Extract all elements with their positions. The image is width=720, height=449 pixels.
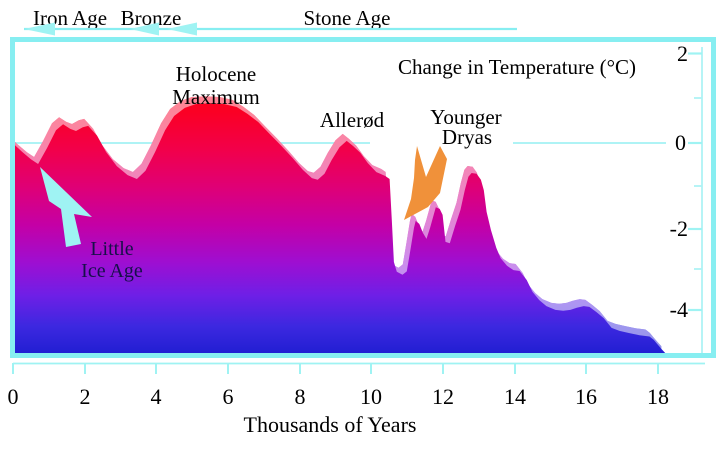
- temperature-curve: [15, 96, 666, 353]
- chart-title: Change in Temperature (°C): [398, 55, 636, 79]
- bronze-arrowhead-icon: [130, 22, 159, 36]
- y-tick-label-neg4: -4: [670, 297, 688, 322]
- holocene-maximum-label-line1: Holocene: [176, 62, 256, 86]
- x-tick-label-2: 2: [80, 384, 91, 409]
- x-tick-label-16: 16: [575, 384, 597, 409]
- x-axis: 0 2 4 6 8 10 12 14 16 18 Thousands of Ye…: [8, 362, 705, 437]
- y-tick-label-neg2: -2: [670, 216, 688, 241]
- younger-dryas-label-line2: Dryas: [442, 125, 492, 149]
- little-ice-age-label-line2: Ice Age: [81, 260, 143, 282]
- stone-age-arrowhead-icon: [167, 22, 197, 36]
- allerod-label: Allerød: [320, 108, 385, 132]
- x-tick-label-14: 14: [504, 384, 526, 409]
- holocene-maximum-label-line2: Maximum: [172, 85, 260, 109]
- x-tick-label-10: 10: [360, 384, 382, 409]
- younger-dryas-label-line1: Younger: [430, 105, 501, 129]
- plot-area: Change in Temperature (°C) Holocene Maxi…: [15, 41, 703, 356]
- y-axis: 2 0 -2 -4: [670, 41, 703, 356]
- x-tick-label-12: 12: [432, 384, 454, 409]
- x-tick-label-0: 0: [8, 384, 19, 409]
- x-tick-label-8: 8: [295, 384, 306, 409]
- x-axis-title: Thousands of Years: [244, 412, 417, 437]
- younger-dryas-arrow-icon: [404, 146, 447, 220]
- x-ticks: [12, 363, 659, 374]
- little-ice-age-arrow-icon: [40, 167, 92, 247]
- era-label-stone-age: Stone Age: [304, 6, 391, 30]
- y-tick-label-2: 2: [677, 41, 688, 66]
- little-ice-age-label-line1: Little: [90, 238, 133, 260]
- x-tick-label-4: 4: [151, 384, 162, 409]
- curve-main-fill: [15, 103, 666, 353]
- x-tick-label-18: 18: [647, 384, 669, 409]
- era-bar: Iron Age Bronze Stone Age: [24, 6, 517, 36]
- y-tick-label-0: 0: [675, 130, 686, 155]
- x-tick-label-6: 6: [223, 384, 234, 409]
- iron-age-arrowhead-icon: [24, 22, 55, 36]
- chart-frame: [10, 37, 716, 358]
